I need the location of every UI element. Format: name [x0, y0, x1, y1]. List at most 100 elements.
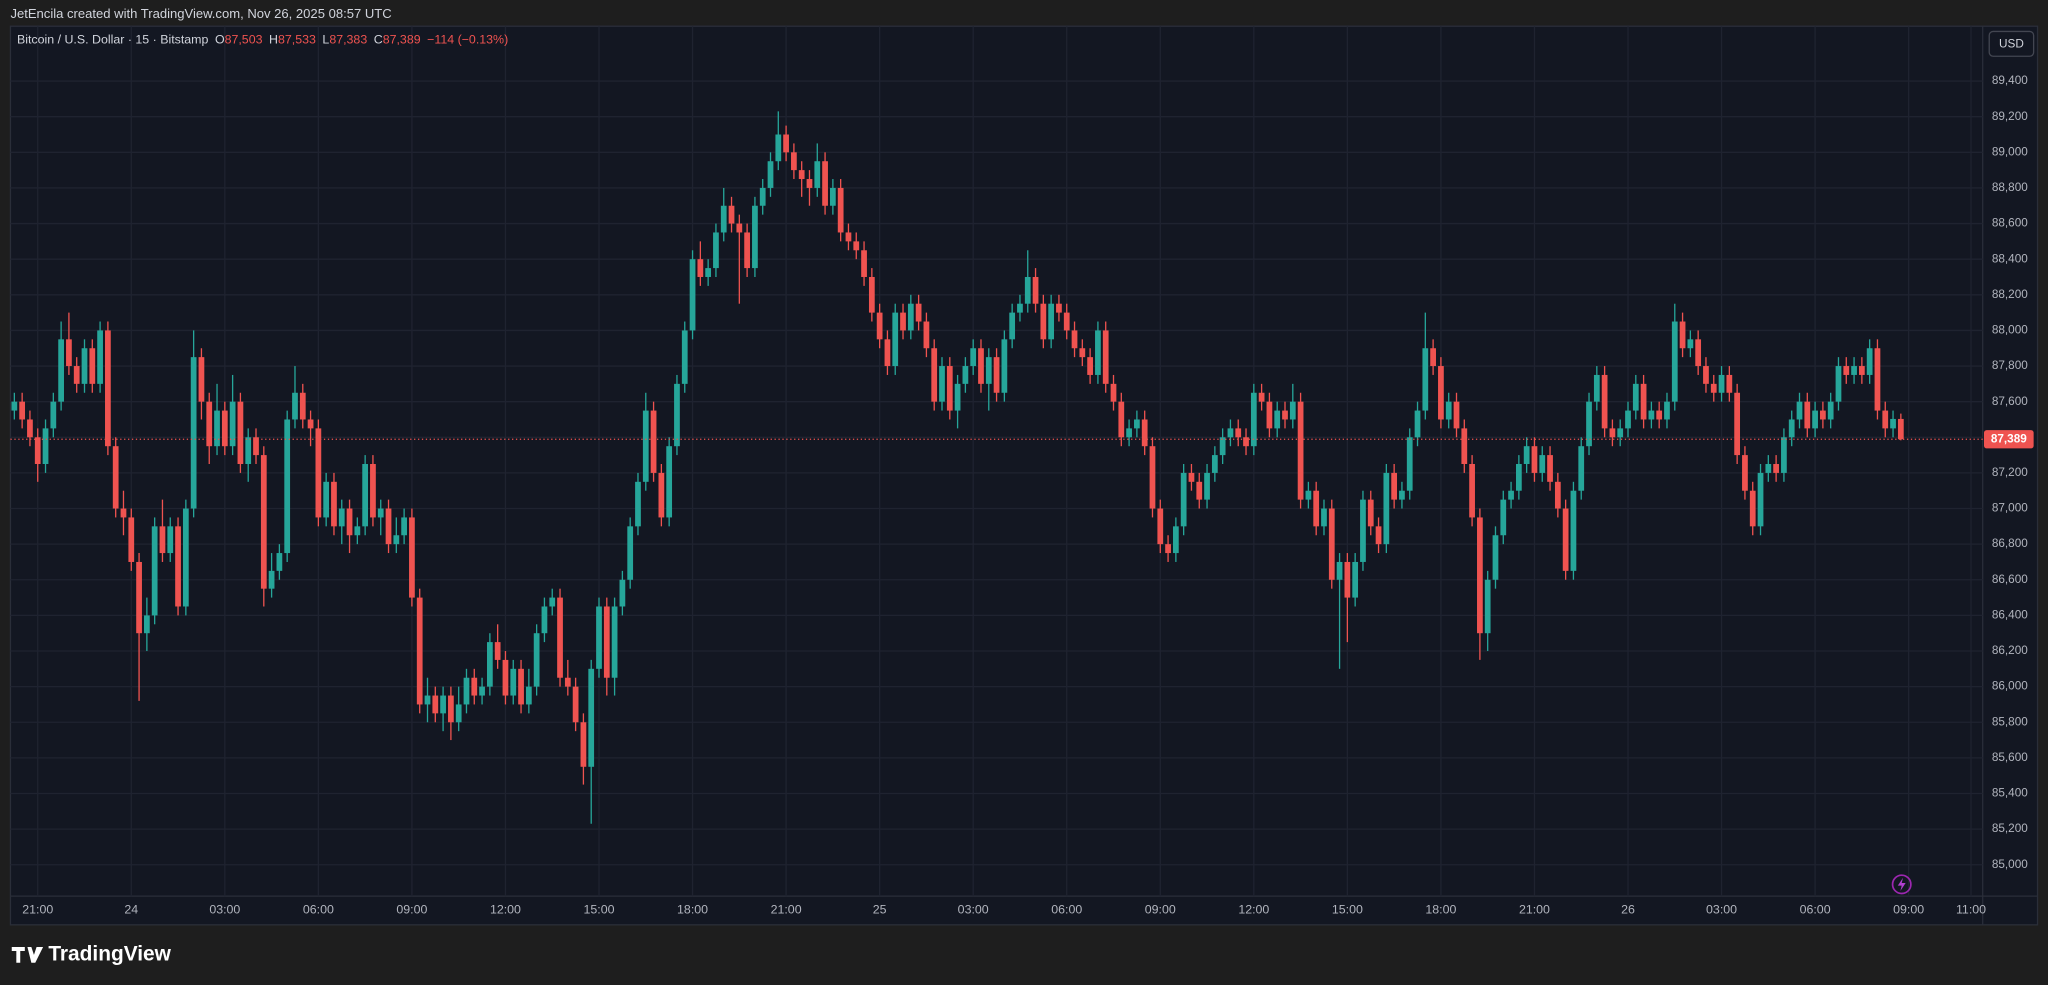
- candle-body: [1890, 418, 1896, 429]
- lightning-icon[interactable]: [1891, 874, 1912, 895]
- candle-body: [1679, 321, 1686, 349]
- candle-body: [907, 303, 914, 331]
- candle-body: [946, 366, 953, 411]
- candle-body: [533, 633, 540, 687]
- candle-body: [525, 686, 532, 705]
- candle-body: [1172, 526, 1179, 554]
- candle-body: [1601, 374, 1608, 429]
- candle-body: [1827, 401, 1834, 420]
- candle-body: [1687, 339, 1694, 349]
- candle-body: [292, 392, 298, 420]
- candle-body: [338, 508, 345, 527]
- candle-body: [1017, 303, 1023, 313]
- currency-button[interactable]: [1988, 30, 2035, 57]
- candle-body: [198, 357, 205, 402]
- candle-body: [1321, 508, 1327, 527]
- candle-body: [1430, 348, 1436, 367]
- candle-body: [1477, 517, 1483, 634]
- candle-body: [923, 321, 930, 349]
- candle-body: [1180, 472, 1187, 527]
- candle-body: [1406, 437, 1413, 491]
- candle-body: [1289, 401, 1296, 420]
- attribution: JetEncila created with TradingView.com, …: [10, 6, 391, 21]
- candle-body: [253, 437, 259, 456]
- candle-body: [1360, 499, 1366, 562]
- y-tick-label: 87,800: [1992, 359, 2028, 372]
- x-tick-label: 09:00: [1893, 903, 1924, 917]
- candle-body: [58, 339, 64, 402]
- candle-body: [1126, 428, 1132, 438]
- candle-body: [463, 677, 470, 705]
- candle-body: [409, 517, 415, 598]
- candle-body: [1484, 579, 1491, 634]
- candle-body: [1157, 508, 1164, 545]
- candle-body: [611, 606, 618, 678]
- candle-body: [775, 134, 782, 162]
- candle-body: [486, 642, 493, 687]
- candle-body: [1258, 392, 1265, 402]
- candle-body: [1024, 276, 1031, 304]
- candle-body: [985, 357, 992, 384]
- candle-body: [1796, 401, 1803, 420]
- candle-body: [502, 659, 509, 696]
- legend-value: 87,383: [329, 33, 367, 47]
- candle-body: [401, 517, 407, 536]
- candle-body: [1087, 357, 1093, 375]
- candle-body: [1554, 481, 1561, 509]
- candle-body: [1328, 508, 1335, 580]
- candle-body: [1500, 499, 1507, 536]
- y-tick-label: 86,000: [1992, 680, 2028, 693]
- x-tick-label: 24: [124, 903, 138, 917]
- candle-body: [112, 446, 119, 509]
- candle-body: [993, 357, 1000, 393]
- candle-body: [1336, 561, 1343, 580]
- candle-body: [1383, 472, 1390, 545]
- candle-body: [66, 339, 72, 367]
- candle-body: [1227, 428, 1234, 438]
- candle-body: [1492, 535, 1499, 580]
- candle-body: [1445, 401, 1452, 420]
- candle-body: [1063, 312, 1070, 331]
- candle-body: [1453, 401, 1460, 429]
- y-tick-label: 88,600: [1992, 217, 2028, 230]
- x-tick-label: 21:00: [771, 903, 802, 917]
- candle-body: [1352, 561, 1359, 598]
- y-tick-label: 88,000: [1992, 324, 2028, 337]
- candle-body: [214, 410, 220, 447]
- candle-body: [970, 348, 977, 367]
- y-tick-label: 88,200: [1992, 288, 2028, 301]
- candle-body: [151, 526, 158, 616]
- candle-body: [681, 330, 688, 384]
- candle-body: [861, 250, 867, 277]
- x-tick-label: 03:00: [958, 903, 989, 917]
- candle-body: [767, 161, 774, 188]
- candle-body: [1040, 303, 1047, 340]
- candle-body: [1219, 437, 1226, 456]
- candle-body: [1165, 544, 1171, 554]
- candle-body: [105, 330, 111, 447]
- candle-body: [939, 366, 945, 402]
- candle-body: [11, 401, 18, 411]
- candle-body: [978, 348, 984, 384]
- candle-body: [354, 526, 361, 536]
- candle-body: [1204, 472, 1210, 500]
- symbol-title: Bitcoin / U.S. Dollar · 15 · Bitstamp: [17, 33, 209, 47]
- legend-value: 87,533: [278, 33, 316, 47]
- candle-body: [650, 410, 657, 473]
- candle-body: [868, 276, 875, 313]
- candle-body: [674, 383, 680, 447]
- candle-body: [1461, 428, 1468, 465]
- candle-body: [1438, 366, 1444, 420]
- candle-body: [128, 517, 135, 562]
- candle-body: [89, 348, 96, 384]
- candle-body: [393, 535, 400, 545]
- candle-body: [494, 642, 501, 660]
- x-tick-label: 03:00: [1706, 903, 1737, 917]
- candle-body: [884, 339, 891, 367]
- candle-body: [572, 686, 579, 723]
- candle-body: [34, 437, 41, 465]
- legend-value: 87,503: [225, 33, 263, 47]
- candle-body: [962, 366, 969, 384]
- candle-body: [276, 553, 283, 571]
